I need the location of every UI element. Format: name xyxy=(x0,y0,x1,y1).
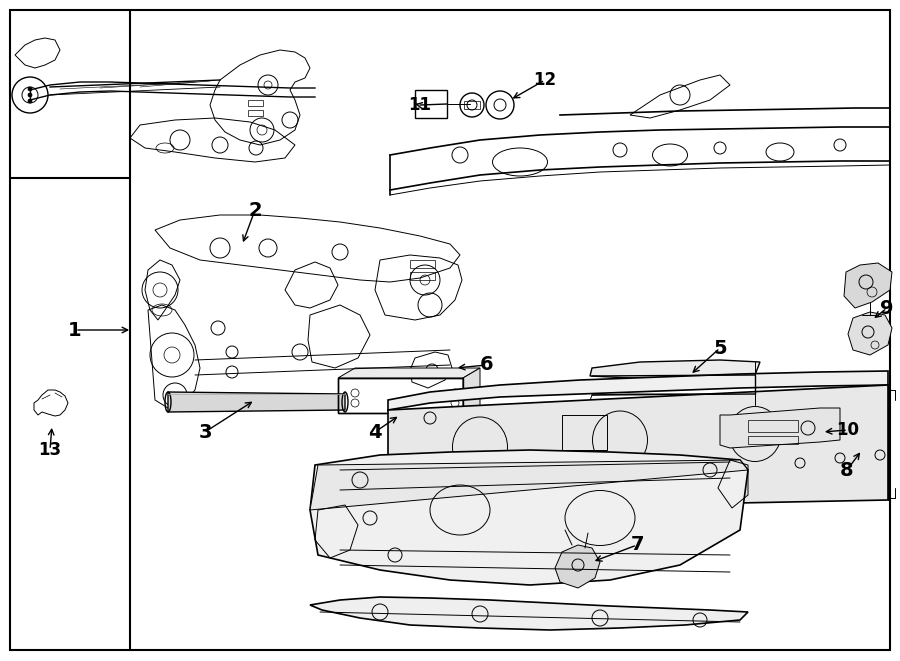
Polygon shape xyxy=(388,371,888,410)
Polygon shape xyxy=(844,263,892,308)
Polygon shape xyxy=(310,450,748,585)
Polygon shape xyxy=(310,597,748,630)
Bar xyxy=(338,378,463,413)
Text: 3: 3 xyxy=(198,422,212,442)
Text: 9: 9 xyxy=(880,299,894,317)
Text: 5: 5 xyxy=(713,338,727,358)
Bar xyxy=(410,260,435,268)
Polygon shape xyxy=(388,385,888,510)
Bar xyxy=(248,100,263,106)
Polygon shape xyxy=(338,368,480,378)
Text: 8: 8 xyxy=(841,461,854,479)
Bar xyxy=(748,420,798,432)
Polygon shape xyxy=(463,368,480,413)
Text: 1: 1 xyxy=(68,321,82,340)
Bar xyxy=(410,272,435,280)
Text: 4: 4 xyxy=(368,422,382,442)
Polygon shape xyxy=(555,545,600,588)
Text: 10: 10 xyxy=(836,421,860,439)
Circle shape xyxy=(28,87,32,91)
Bar xyxy=(464,101,480,109)
Bar xyxy=(748,436,798,444)
Circle shape xyxy=(28,99,32,103)
Polygon shape xyxy=(168,392,345,412)
Bar xyxy=(562,415,607,450)
Text: 12: 12 xyxy=(534,71,556,89)
Polygon shape xyxy=(590,360,760,378)
Bar xyxy=(248,110,263,116)
Text: 11: 11 xyxy=(409,96,431,114)
Text: 7: 7 xyxy=(630,535,644,555)
Text: 6: 6 xyxy=(481,356,494,375)
Polygon shape xyxy=(848,312,892,355)
Bar xyxy=(338,378,463,413)
Text: 2: 2 xyxy=(248,200,262,219)
Circle shape xyxy=(28,93,32,97)
Text: 13: 13 xyxy=(39,441,61,459)
Polygon shape xyxy=(310,460,748,510)
Bar xyxy=(415,90,447,118)
Polygon shape xyxy=(720,408,840,448)
